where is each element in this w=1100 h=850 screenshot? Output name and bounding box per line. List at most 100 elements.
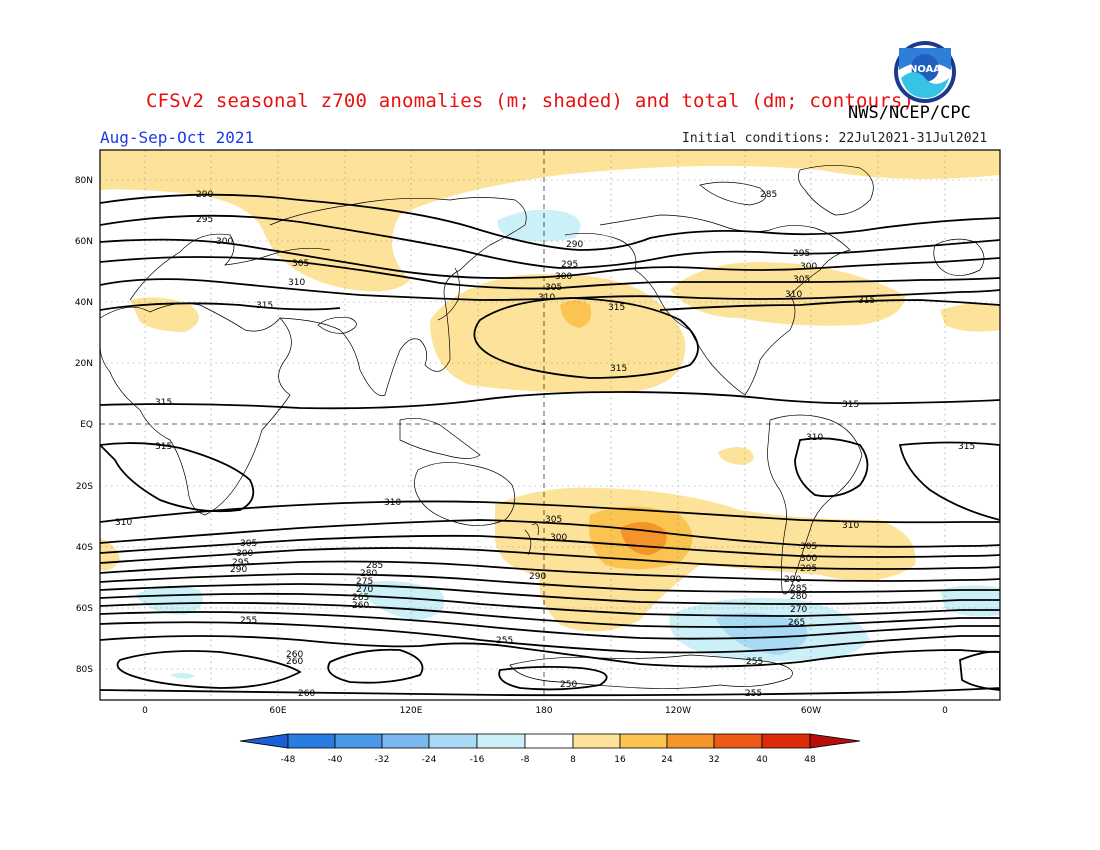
contour-315-trop [100, 391, 1000, 410]
contour-290 [100, 193, 1000, 251]
colorbar-label: 24 [661, 755, 673, 765]
colorbar-bin [619, 733, 668, 749]
lon-label: 60E [269, 706, 286, 716]
contour-label: 290 [230, 565, 247, 575]
contour-label: 295 [561, 260, 578, 270]
contour-260-ring-a [116, 650, 302, 689]
contour-315-sam [794, 437, 869, 498]
contour-label: 305 [240, 539, 257, 549]
colorbar-bin [524, 733, 574, 749]
lat-label: EQ [80, 420, 93, 430]
contour-255-antarctic [100, 687, 1000, 697]
colorbar-bin [572, 733, 621, 749]
contour-label: 315 [155, 442, 172, 452]
contour-label: 260 [352, 601, 369, 611]
colorbar-right-arrow [809, 733, 861, 749]
colorbar-label: 8 [570, 755, 576, 765]
map-frame [99, 149, 1001, 701]
anomaly-pac-blob [718, 446, 754, 465]
coast-south-america [767, 414, 863, 595]
lat-label: 60N [75, 237, 93, 247]
contour-label: 255 [240, 616, 257, 626]
contour-label: 300 [800, 554, 817, 564]
contour-315-ring [473, 297, 699, 379]
contour-label: 295 [793, 249, 810, 259]
lon-label: 120W [665, 706, 691, 716]
colorbar-labels: -48 -40 -32 -24 -16 -8 8 16 24 32 40 48 [281, 755, 816, 765]
coast-arctic-islands [699, 181, 766, 206]
latitude-axis: 80N 60N 40N 20N EQ 20S 40S 60S 80S [75, 176, 93, 675]
contour-label: 315 [155, 398, 172, 408]
contour-255-ring-r [959, 650, 1000, 691]
contour-295-s [100, 547, 1000, 570]
anomaly-shading [100, 150, 1000, 679]
lat-label: 80S [76, 665, 93, 675]
contour-300 [100, 238, 1000, 279]
contour-label: 305 [800, 542, 817, 552]
colorbar-bin [334, 733, 383, 749]
coast-africa-europe [100, 303, 292, 516]
coast-uk-scandinavia [933, 238, 985, 276]
contour-label: 315 [256, 301, 273, 311]
contour-305-s [100, 519, 1000, 548]
contour-315-north [100, 299, 1000, 311]
colorbar-bin [761, 733, 811, 749]
contour-label: 310 [115, 518, 132, 528]
contour-label: 315 [958, 442, 975, 452]
contour-label: 305 [292, 259, 309, 269]
contour-250 [498, 665, 608, 691]
contour-315-atl [898, 441, 1000, 521]
anomaly-med [130, 297, 199, 332]
contour-label: 260 [298, 689, 315, 699]
coast-se-asia [399, 418, 481, 459]
colorbar-label: 32 [708, 755, 719, 765]
contour-label: 290 [784, 575, 801, 585]
contour-label: 295 [196, 215, 213, 225]
contour-label: 280 [360, 569, 377, 579]
colorbar-label: 16 [614, 755, 626, 765]
contour-label: 310 [785, 290, 802, 300]
initial-conditions: Initial conditions: 22Jul2021-31Jul2021 [682, 131, 988, 146]
contour-260-ring-b [327, 648, 424, 684]
colorbar-bin [428, 733, 478, 749]
coast-greenland [798, 165, 874, 216]
contour-310 [100, 278, 1000, 301]
colorbar-label: -40 [328, 755, 343, 765]
contour-label: 295 [232, 558, 249, 568]
anomaly-npac-core [560, 300, 592, 328]
anomaly-bering [497, 209, 581, 242]
height-contours [100, 193, 1000, 697]
contour-label: 315 [610, 364, 627, 374]
colorbar-label: -8 [521, 755, 530, 765]
colorbar-label: 48 [804, 755, 816, 765]
anomaly-eur-band [940, 303, 1000, 332]
contour-label: 300 [555, 272, 572, 282]
equator-dateline [100, 150, 1000, 700]
noaa-logo-icon: NOAA [894, 41, 956, 103]
contour-label: 290 [529, 572, 546, 582]
lat-label: 40S [76, 543, 93, 553]
colorbar-bin [713, 733, 763, 749]
contour-label: 250 [560, 680, 577, 690]
contour-315-s [100, 442, 255, 513]
contour-265-s [100, 611, 1000, 640]
coast-europe-north [129, 233, 331, 301]
coast-asia [269, 197, 527, 397]
contour-label: 290 [566, 240, 583, 250]
contour-label: 300 [550, 533, 567, 543]
contour-label: 255 [746, 657, 763, 667]
contour-310-s [100, 500, 1000, 524]
colorbar-label: 40 [756, 755, 768, 765]
svg-text:NOAA: NOAA [909, 64, 941, 75]
lat-label: 20N [75, 359, 93, 369]
coast-caspian [317, 316, 357, 334]
contour-label: 285 [790, 584, 807, 594]
contour-label: 310 [384, 498, 401, 508]
contour-label: 285 [366, 561, 383, 571]
contour-label: 285 [760, 190, 777, 200]
lon-label: 60W [801, 706, 821, 716]
lon-label: 0 [142, 706, 148, 716]
anomaly-arctic-band [100, 150, 1000, 292]
contour-label: 275 [356, 577, 373, 587]
